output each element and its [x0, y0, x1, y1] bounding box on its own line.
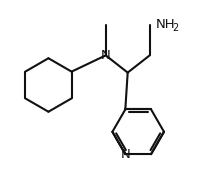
- Text: N: N: [120, 148, 130, 161]
- Text: NH: NH: [156, 18, 176, 31]
- Text: N: N: [101, 49, 111, 62]
- Text: 2: 2: [173, 23, 179, 33]
